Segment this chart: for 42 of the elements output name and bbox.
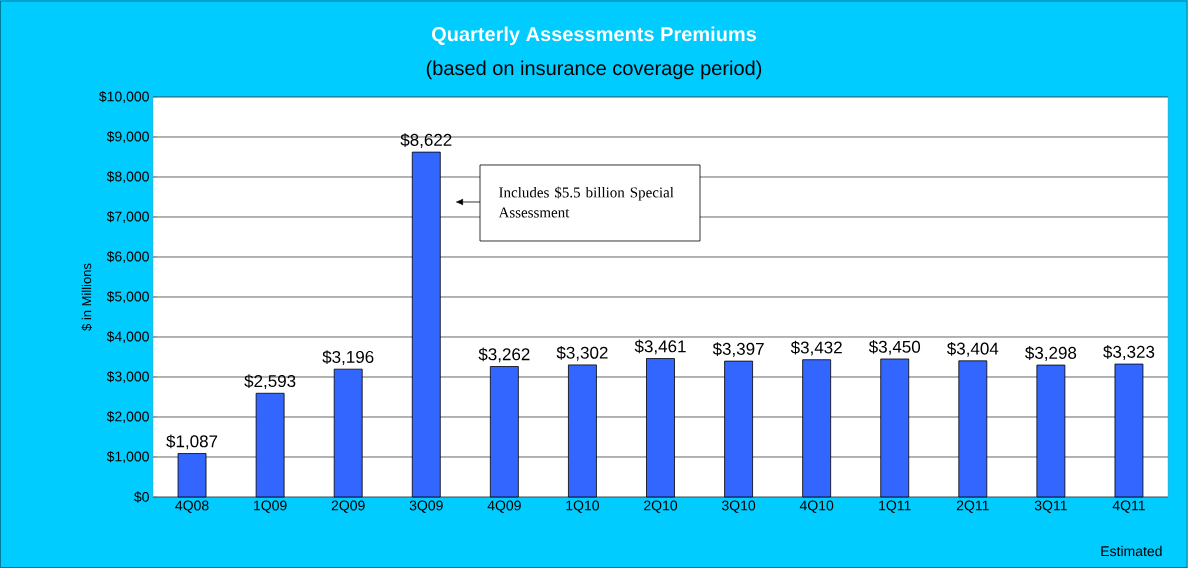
data-label: $3,404 [947, 341, 999, 357]
x-tick-label: 2Q09 [331, 500, 365, 513]
x-tick-label: 3Q11 [1034, 500, 1067, 513]
data-label: $3,302 [556, 345, 608, 361]
data-label: $2,593 [244, 374, 296, 390]
x-tick-label: 2Q11 [956, 500, 989, 513]
x-tick-label: 1Q10 [566, 500, 600, 513]
data-label: $3,323 [1103, 345, 1155, 360]
chart-title: Quarterly Assessments Premiums [431, 26, 756, 46]
chart-subtitle: (based on insurance coverage period) [426, 60, 762, 80]
data-label: $1,087 [166, 434, 218, 450]
data-label: $3,432 [790, 340, 842, 356]
data-label: $3,461 [634, 339, 686, 355]
x-tick-label: 1Q09 [254, 500, 287, 513]
y-tick-label: $7,000 [106, 210, 149, 224]
x-tick-label: 3Q09 [409, 500, 443, 513]
y-tick-label: $0 [134, 491, 149, 503]
x-tick-label: 2Q10 [644, 500, 678, 513]
x-tick-label: 4Q11 [1112, 500, 1145, 513]
data-label: $3,450 [868, 340, 921, 355]
data-label: $8,622 [400, 133, 452, 148]
y-tick-label: $8,000 [106, 170, 149, 184]
data-label: $3,196 [322, 350, 374, 365]
y-axis-title: $ in Millions [81, 263, 92, 331]
data-label: $3,397 [712, 342, 764, 357]
data-label: $3,262 [478, 347, 530, 363]
y-tick-label: $9,000 [106, 130, 149, 144]
annotation: Includes $5.5 billion Special Assessment [498, 186, 674, 218]
x-tick-label: 3Q10 [721, 500, 756, 513]
x-tick-label: 4Q10 [799, 500, 834, 513]
y-tick-label: $1,000 [106, 450, 149, 464]
y-tick-label: $10,000 [99, 90, 149, 104]
y-tick-label: $4,000 [106, 330, 149, 344]
text: Estimated [1101, 545, 1162, 557]
y-tick-label: $6,000 [106, 250, 149, 264]
x-tick-label: 1Q11 [879, 500, 911, 513]
data-label: $3,298 [1025, 346, 1077, 361]
x-tick-label: 4Q08 [175, 500, 209, 513]
x-tick-label: 4Q09 [487, 500, 521, 513]
y-tick-label: $3,000 [106, 370, 149, 384]
y-tick-label: $5,000 [106, 290, 149, 304]
y-tick-label: $2,000 [106, 410, 149, 424]
